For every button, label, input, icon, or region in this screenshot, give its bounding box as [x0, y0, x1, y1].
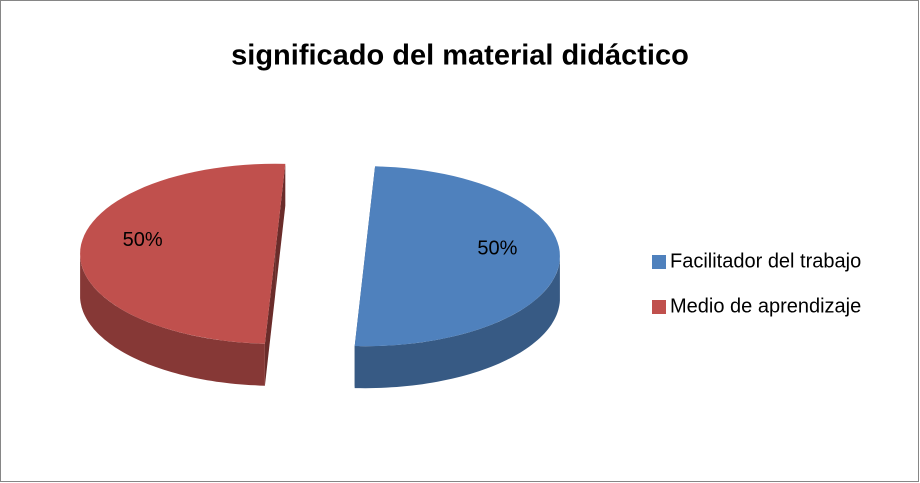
chart-title: significado del material didáctico — [231, 40, 689, 72]
legend-swatch — [652, 255, 666, 269]
data-label: 50% — [123, 229, 163, 251]
data-label: 50% — [477, 238, 517, 260]
legend-label: Medio de aprendizaje — [670, 295, 861, 317]
legend-swatch — [652, 300, 666, 314]
legend-label: Facilitador del trabajo — [670, 250, 861, 272]
slice-side — [354, 256, 560, 389]
pie-slice — [80, 163, 286, 344]
slice-cut-face — [264, 253, 276, 386]
slice-cut-face — [275, 163, 286, 296]
pie-slice — [354, 166, 560, 347]
slice-side — [80, 253, 265, 386]
